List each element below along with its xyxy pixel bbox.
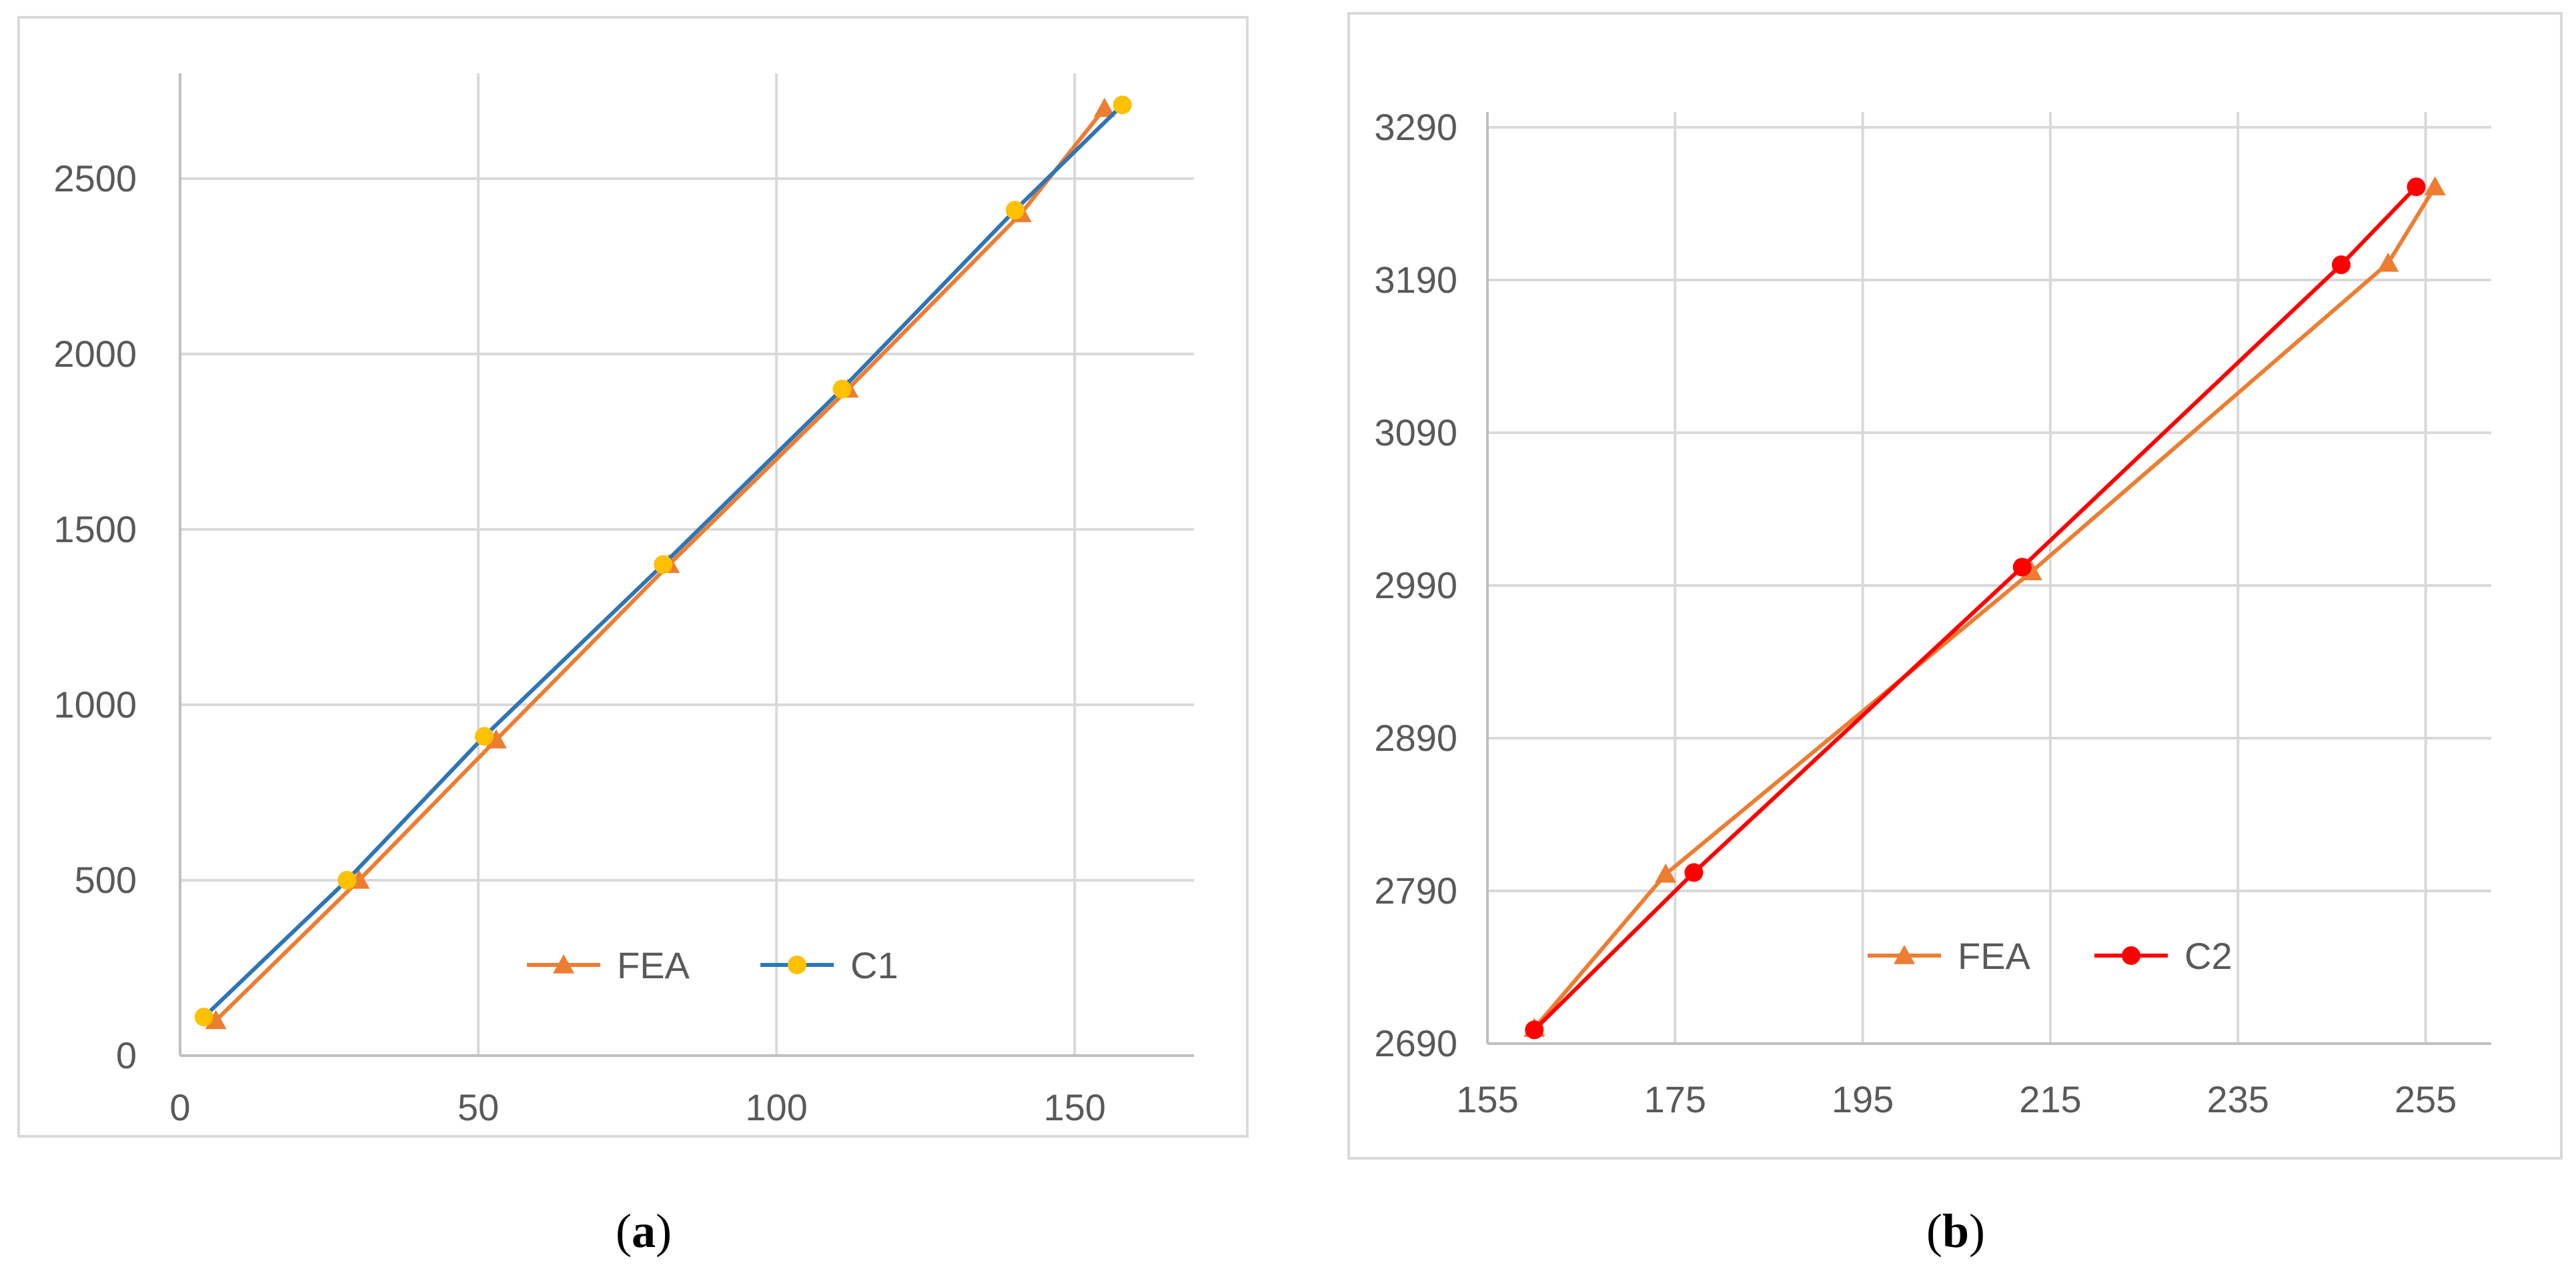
data-point-c1 bbox=[475, 727, 494, 746]
y-tick-label: 2690 bbox=[1374, 1022, 1457, 1064]
y-tick-label: 2890 bbox=[1374, 717, 1457, 759]
data-point-fea bbox=[2424, 176, 2446, 196]
series-line-fea bbox=[1533, 185, 2437, 1030]
legend-marker-fea bbox=[553, 954, 574, 974]
data-point-fea bbox=[1093, 97, 1115, 117]
data-point-c1 bbox=[1005, 201, 1025, 220]
chart-frame bbox=[17, 16, 1249, 1138]
y-tick-label: 3190 bbox=[1374, 259, 1457, 301]
x-tick-label: 235 bbox=[2207, 1078, 2269, 1120]
series-line-c2 bbox=[1533, 185, 2418, 1032]
x-tick-label: 50 bbox=[458, 1086, 499, 1128]
chart-a: 0 500 1000 1500 2000 2500 0 50 100 150 FEA C1 (a) bbox=[17, 16, 1249, 1258]
y-tick-label: 1500 bbox=[53, 508, 137, 550]
data-point-c2 bbox=[1684, 863, 1704, 882]
data-point-c2 bbox=[2407, 177, 2426, 197]
data-point-c1 bbox=[654, 555, 673, 574]
data-point-c1 bbox=[832, 379, 852, 399]
y-tick-label: 0 bbox=[116, 1034, 137, 1076]
x-tick-label: 195 bbox=[1832, 1078, 1894, 1120]
x-tick-label: 150 bbox=[1043, 1086, 1105, 1128]
x-tick-label: 255 bbox=[2395, 1078, 2457, 1120]
chart-frame bbox=[1347, 12, 2563, 1160]
legend-label-fea: FEA bbox=[1958, 935, 2031, 977]
y-tick-label: 2000 bbox=[53, 333, 137, 375]
data-point-fea bbox=[2377, 252, 2399, 272]
y-tick-label: 3090 bbox=[1374, 411, 1457, 453]
panel-caption: (b) bbox=[1926, 1204, 1985, 1258]
legend-label-fea: FEA bbox=[617, 944, 690, 986]
y-tick-label: 3290 bbox=[1374, 106, 1457, 148]
data-point-fea bbox=[1655, 863, 1677, 883]
y-tick-label: 2790 bbox=[1374, 870, 1457, 912]
panel-caption-letter: b bbox=[1942, 1204, 1969, 1258]
y-tick-label: 2500 bbox=[53, 157, 137, 199]
data-point-c1 bbox=[338, 870, 357, 890]
data-point-c1 bbox=[194, 1008, 213, 1027]
legend-label-c2: C2 bbox=[2184, 935, 2232, 977]
y-tick-label: 500 bbox=[75, 859, 137, 901]
legend-marker-c2 bbox=[2122, 946, 2140, 965]
y-tick-label: 1000 bbox=[53, 684, 137, 726]
x-tick-label: 175 bbox=[1644, 1078, 1706, 1120]
legend-label-c1: C1 bbox=[850, 944, 898, 986]
x-tick-label: 215 bbox=[2019, 1078, 2081, 1120]
x-tick-label: 100 bbox=[745, 1086, 807, 1128]
data-point-c2 bbox=[1525, 1020, 1544, 1040]
y-tick-label: 2990 bbox=[1374, 564, 1457, 606]
x-tick-label: 0 bbox=[169, 1086, 190, 1128]
data-point-fea bbox=[205, 1010, 227, 1030]
data-point-c1 bbox=[1113, 95, 1132, 115]
panel-caption: (a) bbox=[616, 1204, 672, 1258]
panel-caption-letter: a bbox=[632, 1204, 656, 1258]
legend-marker-c1 bbox=[788, 956, 806, 974]
legend-marker-fea bbox=[1894, 945, 1915, 964]
data-point-c2 bbox=[2331, 255, 2351, 275]
data-point-c2 bbox=[2012, 557, 2032, 577]
x-tick-label: 155 bbox=[1456, 1078, 1518, 1120]
chart-b: 2690 2790 2890 2990 3090 3190 3290 155 175 195 215… bbox=[1347, 12, 2563, 1258]
data-point-fea bbox=[485, 729, 507, 749]
